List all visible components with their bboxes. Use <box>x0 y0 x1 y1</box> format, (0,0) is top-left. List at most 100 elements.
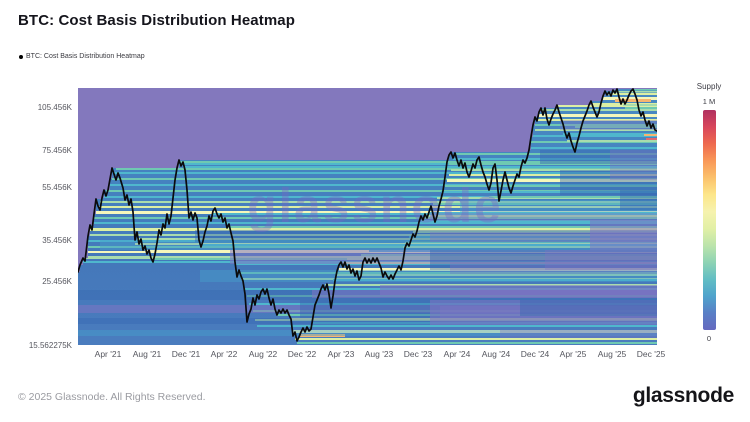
heat-band <box>100 201 657 203</box>
heat-band <box>403 246 657 248</box>
heat-band <box>300 334 345 337</box>
heat-band <box>520 300 657 316</box>
heat-band <box>610 150 657 180</box>
heat-band <box>447 179 657 182</box>
heat-band <box>620 190 657 210</box>
watermark-text: glassnode <box>247 180 502 233</box>
heat-band <box>78 318 657 324</box>
heat-band <box>195 230 657 242</box>
x-axis-label: Dec '23 <box>403 349 433 359</box>
heat-band <box>237 272 657 274</box>
heat-band <box>88 234 657 236</box>
heat-band <box>625 107 657 109</box>
heat-band <box>631 89 657 91</box>
x-axis-label: Aug '21 <box>132 349 162 359</box>
btc-price-line <box>78 88 657 342</box>
heat-band <box>257 325 657 327</box>
page-title: BTC: Cost Basis Distribution Heatmap <box>18 12 295 29</box>
heat-band <box>380 285 657 295</box>
heat-band <box>78 305 657 313</box>
heat-band <box>445 185 657 187</box>
x-axis-label: Apr '22 <box>210 349 238 359</box>
heat-band <box>200 270 657 282</box>
colorbar-gradient <box>702 110 716 330</box>
x-axis-label: Dec '21 <box>171 349 201 359</box>
heat-band <box>104 196 657 198</box>
y-axis-label: 35.456K <box>42 236 72 245</box>
heat-band <box>295 338 657 340</box>
heat-band <box>333 279 657 281</box>
heat-band <box>449 163 657 165</box>
heat-band <box>646 138 657 140</box>
x-axis-label: Aug '22 <box>248 349 278 359</box>
series-legend[interactable]: BTC: Cost Basis Distribution Heatmap <box>19 53 145 60</box>
heat-band <box>500 330 657 338</box>
heat-band <box>112 178 657 180</box>
heat-band <box>575 126 657 128</box>
heat-band <box>644 134 657 136</box>
heat-band <box>537 119 657 121</box>
glassnode-logo: glassnode <box>632 384 734 407</box>
heat-band <box>535 129 657 131</box>
heat-band <box>110 184 657 186</box>
heat-band <box>86 240 657 242</box>
x-axis-label: Apr '21 <box>94 349 122 359</box>
heat-band <box>470 288 657 298</box>
x-axis-label: Aug '24 <box>481 349 511 359</box>
heat-band <box>560 120 657 130</box>
x-axis: Apr '21 Aug '21 Dec '21 Apr '22 Aug '22 Dec '… <box>0 349 750 363</box>
heat-band <box>413 231 657 233</box>
colorbar-max-label: 1 M <box>702 97 716 106</box>
heat-band <box>177 163 657 165</box>
heat-band <box>90 228 657 231</box>
heat-band <box>114 172 657 174</box>
heat-band <box>429 212 657 214</box>
heat-band <box>623 104 657 106</box>
y-axis-label: 105.456K <box>37 103 72 112</box>
heat-band <box>533 135 657 137</box>
heat-band <box>80 246 657 248</box>
heat-band <box>100 240 657 250</box>
heat-band <box>78 330 657 336</box>
heat-band <box>430 232 657 242</box>
heat-band <box>433 203 657 205</box>
x-axis-label: Apr '25 <box>559 349 587 359</box>
heat-band <box>460 200 657 212</box>
heat-band <box>430 250 657 270</box>
x-axis-label: Aug '25 <box>597 349 627 359</box>
x-axis-label: Apr '23 <box>327 349 355 359</box>
heat-band <box>137 238 657 240</box>
heat-band <box>339 268 657 271</box>
heat-band <box>92 222 657 224</box>
heat-band <box>545 250 657 270</box>
heat-band <box>560 170 657 195</box>
heat-band <box>615 99 651 102</box>
heat-band <box>116 168 657 170</box>
heat-band <box>96 211 657 214</box>
x-axis-label: Apr '24 <box>443 349 471 359</box>
copyright-text: © 2025 Glassnode. All Rights Reserved. <box>18 391 206 403</box>
heat-band <box>106 190 657 192</box>
heat-band <box>425 215 657 217</box>
x-axis-label: Dec '24 <box>520 349 550 359</box>
heat-band <box>337 274 657 276</box>
heat-band <box>430 213 657 221</box>
y-axis-label: 25.456K <box>42 277 72 286</box>
heat-band <box>557 105 657 107</box>
x-axis-label: Dec '22 <box>287 349 317 359</box>
y-axis: 105.456K 75.456K 55.456K 35.456K 25.456K 15.5… <box>0 0 75 360</box>
supply-colorbar: Supply 1 M 0 <box>686 82 732 343</box>
heat-band <box>430 300 657 325</box>
legend-dot-icon <box>19 54 23 59</box>
heatmap-chart-canvas[interactable]: glassnode <box>78 88 657 345</box>
heat-band <box>230 250 657 264</box>
heat-band <box>199 244 657 246</box>
heat-band <box>183 166 657 168</box>
heat-band <box>453 158 657 160</box>
legend-series-label: BTC: Cost Basis Distribution Heatmap <box>26 53 145 60</box>
heat-bands <box>78 89 657 344</box>
heat-band <box>450 262 657 274</box>
heat-band <box>417 226 657 228</box>
heat-band <box>94 217 657 219</box>
heat-band <box>179 161 657 163</box>
